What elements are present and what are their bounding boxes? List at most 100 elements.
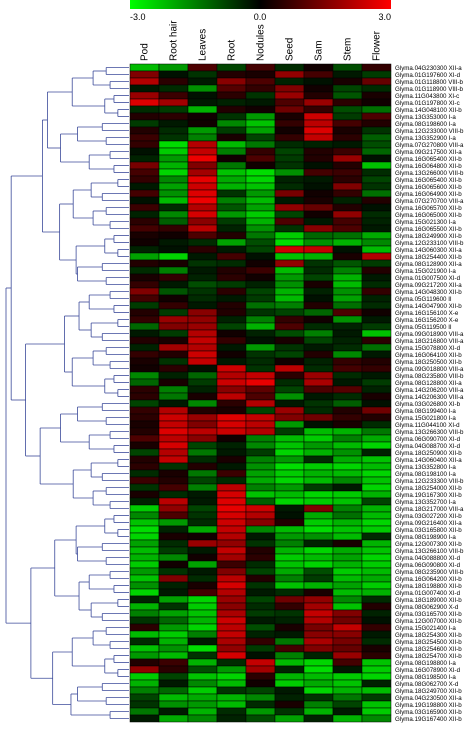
column-label: Stem	[343, 38, 354, 61]
heatmap-cell	[187, 378, 218, 387]
row-label: Glyma.08G235800 VIII-b	[395, 373, 464, 380]
heatmap-cell	[216, 378, 247, 387]
heatmap-cell	[158, 63, 189, 72]
heatmap-cell	[245, 371, 276, 380]
heatmap-cell	[187, 504, 218, 513]
heatmap-cell	[216, 84, 247, 93]
heatmap-cell	[158, 616, 189, 625]
heatmap-cell	[187, 175, 218, 184]
heatmap-cell	[303, 434, 334, 443]
heatmap-cell	[129, 490, 160, 499]
heatmap-cell	[216, 364, 247, 373]
heatmap-cell	[332, 595, 363, 604]
heatmap-cell	[274, 672, 305, 681]
row-label: Glyma.16G064200 XII-b	[395, 576, 462, 583]
heatmap-cell	[216, 315, 247, 324]
heatmap-cell	[332, 525, 363, 534]
heatmap-cell	[216, 665, 247, 674]
heatmap-cell	[245, 546, 276, 555]
row-label: Glyma.16G064900 XII-b	[395, 191, 462, 198]
heatmap-cell	[129, 350, 160, 359]
heatmap-cell	[216, 574, 247, 583]
heatmap-cell	[245, 259, 276, 268]
heatmap-cell	[361, 476, 392, 485]
heatmap-cell	[303, 504, 334, 513]
row-label: Glyma.14G206300 VIII-a	[395, 394, 464, 401]
heatmap-cell	[303, 336, 334, 345]
heatmap-cell	[245, 126, 276, 135]
heatmap-cell	[216, 539, 247, 548]
heatmap-cell	[158, 602, 189, 611]
heatmap-cell	[187, 112, 218, 121]
heatmap-cell	[158, 378, 189, 387]
heatmap-cell	[274, 658, 305, 667]
heatmap-cell	[129, 441, 160, 450]
heatmap-cell	[361, 154, 392, 163]
heatmap-cell	[274, 308, 305, 317]
heatmap-cell	[187, 210, 218, 219]
heatmap-cell	[303, 161, 334, 170]
heatmap-cell	[216, 427, 247, 436]
heatmap-cell	[274, 490, 305, 499]
row-label: Glyma.05G119600 II	[395, 296, 452, 303]
heatmap-cell	[245, 154, 276, 163]
heatmap-cell	[158, 448, 189, 457]
heatmap-cell	[274, 168, 305, 177]
heatmap-cell	[158, 112, 189, 121]
heatmap-cell	[158, 371, 189, 380]
heatmap-cell	[216, 252, 247, 261]
heatmap-cell	[158, 203, 189, 212]
heatmap-cell	[245, 672, 276, 681]
heatmap-cell	[361, 238, 392, 247]
heatmap-cell	[216, 693, 247, 702]
heatmap-cell	[332, 385, 363, 394]
heatmap-cell	[332, 616, 363, 625]
heatmap-cell	[158, 427, 189, 436]
heatmap-cell	[245, 175, 276, 184]
heatmap-cell	[187, 126, 218, 135]
heatmap-cell	[129, 266, 160, 275]
heatmap-cell	[332, 427, 363, 436]
heatmap-cell	[216, 602, 247, 611]
heatmap-cell	[303, 616, 334, 625]
heatmap-cell	[361, 105, 392, 114]
heatmap-cell	[274, 77, 305, 86]
heatmap-cell	[216, 189, 247, 198]
heatmap-cell	[361, 315, 392, 324]
heatmap-cell	[245, 119, 276, 128]
heatmap-cell	[303, 525, 334, 534]
heatmap-cell	[216, 371, 247, 380]
heatmap-cell	[332, 476, 363, 485]
heatmap-cell	[361, 707, 392, 716]
heatmap-cell	[216, 196, 247, 205]
row-label: Glyma.03G027200 XII-b	[395, 513, 462, 520]
heatmap-cell	[216, 343, 247, 352]
heatmap-cell	[187, 462, 218, 471]
heatmap-cell	[245, 679, 276, 688]
heatmap-cell	[303, 224, 334, 233]
heatmap-cell	[303, 70, 334, 79]
heatmap-cell	[274, 399, 305, 408]
heatmap-cell	[216, 301, 247, 310]
heatmap-cell	[361, 560, 392, 569]
heatmap-cell	[245, 651, 276, 660]
heatmap-cell	[303, 420, 334, 429]
heatmap-cell	[216, 518, 247, 527]
heatmap-cell	[332, 714, 363, 723]
heatmap-cell	[303, 553, 334, 562]
heatmap-cell	[245, 343, 276, 352]
heatmap-cell	[274, 574, 305, 583]
heatmap-cell	[216, 651, 247, 660]
row-label: Glyma.04G230300 XII-a	[395, 65, 462, 72]
heatmap-cell	[158, 693, 189, 702]
heatmap-cell	[274, 350, 305, 359]
heatmap-cell	[274, 476, 305, 485]
heatmap-cell	[303, 441, 334, 450]
heatmap-cell	[158, 546, 189, 555]
heatmap-cell	[361, 182, 392, 191]
heatmap-cell	[303, 518, 334, 527]
heatmap-cell	[245, 294, 276, 303]
heatmap-cell	[332, 119, 363, 128]
heatmap-cell	[158, 217, 189, 226]
heatmap-cell	[274, 644, 305, 653]
